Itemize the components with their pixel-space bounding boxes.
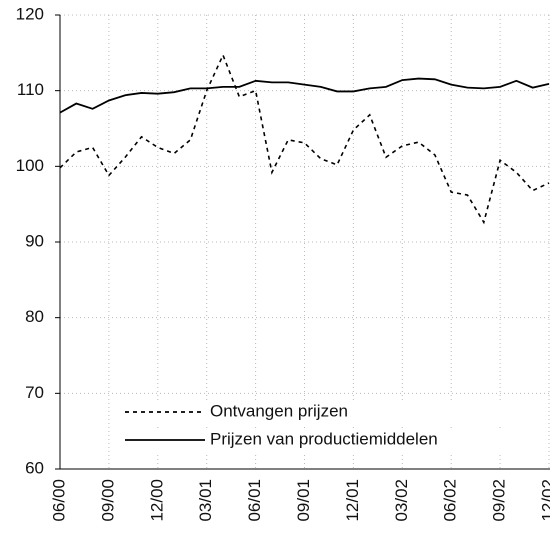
x-tick-label: 03/01: [196, 479, 215, 522]
y-tick-label: 90: [25, 231, 44, 250]
y-tick-label: 120: [16, 4, 44, 23]
y-tick-label: 80: [25, 307, 44, 326]
series-line: [59, 77, 550, 114]
y-tick-label: 110: [17, 80, 44, 99]
x-tick-label: 09/01: [294, 479, 313, 522]
x-tick-label: 12/02: [538, 479, 550, 522]
x-tick-label: 12/01: [343, 479, 362, 522]
legend-label: Prijzen van productiemiddelen: [210, 429, 438, 448]
x-tick-label: 09/02: [490, 479, 509, 522]
legend-label: Ontvangen prijzen: [210, 401, 348, 420]
y-tick-label: 70: [25, 383, 44, 402]
legend-bg: [121, 428, 516, 454]
x-tick-label: 06/00: [49, 479, 68, 522]
x-tick-label: 06/01: [245, 479, 264, 522]
legend-bg: [121, 400, 516, 426]
x-tick-label: 12/00: [147, 479, 166, 522]
y-tick-label: 60: [25, 458, 44, 477]
y-tick-label: 100: [16, 156, 44, 175]
x-tick-label: 09/00: [98, 479, 117, 522]
series-line: [59, 53, 550, 225]
x-tick-label: 03/02: [392, 479, 411, 522]
x-tick-label: 06/02: [441, 479, 460, 522]
